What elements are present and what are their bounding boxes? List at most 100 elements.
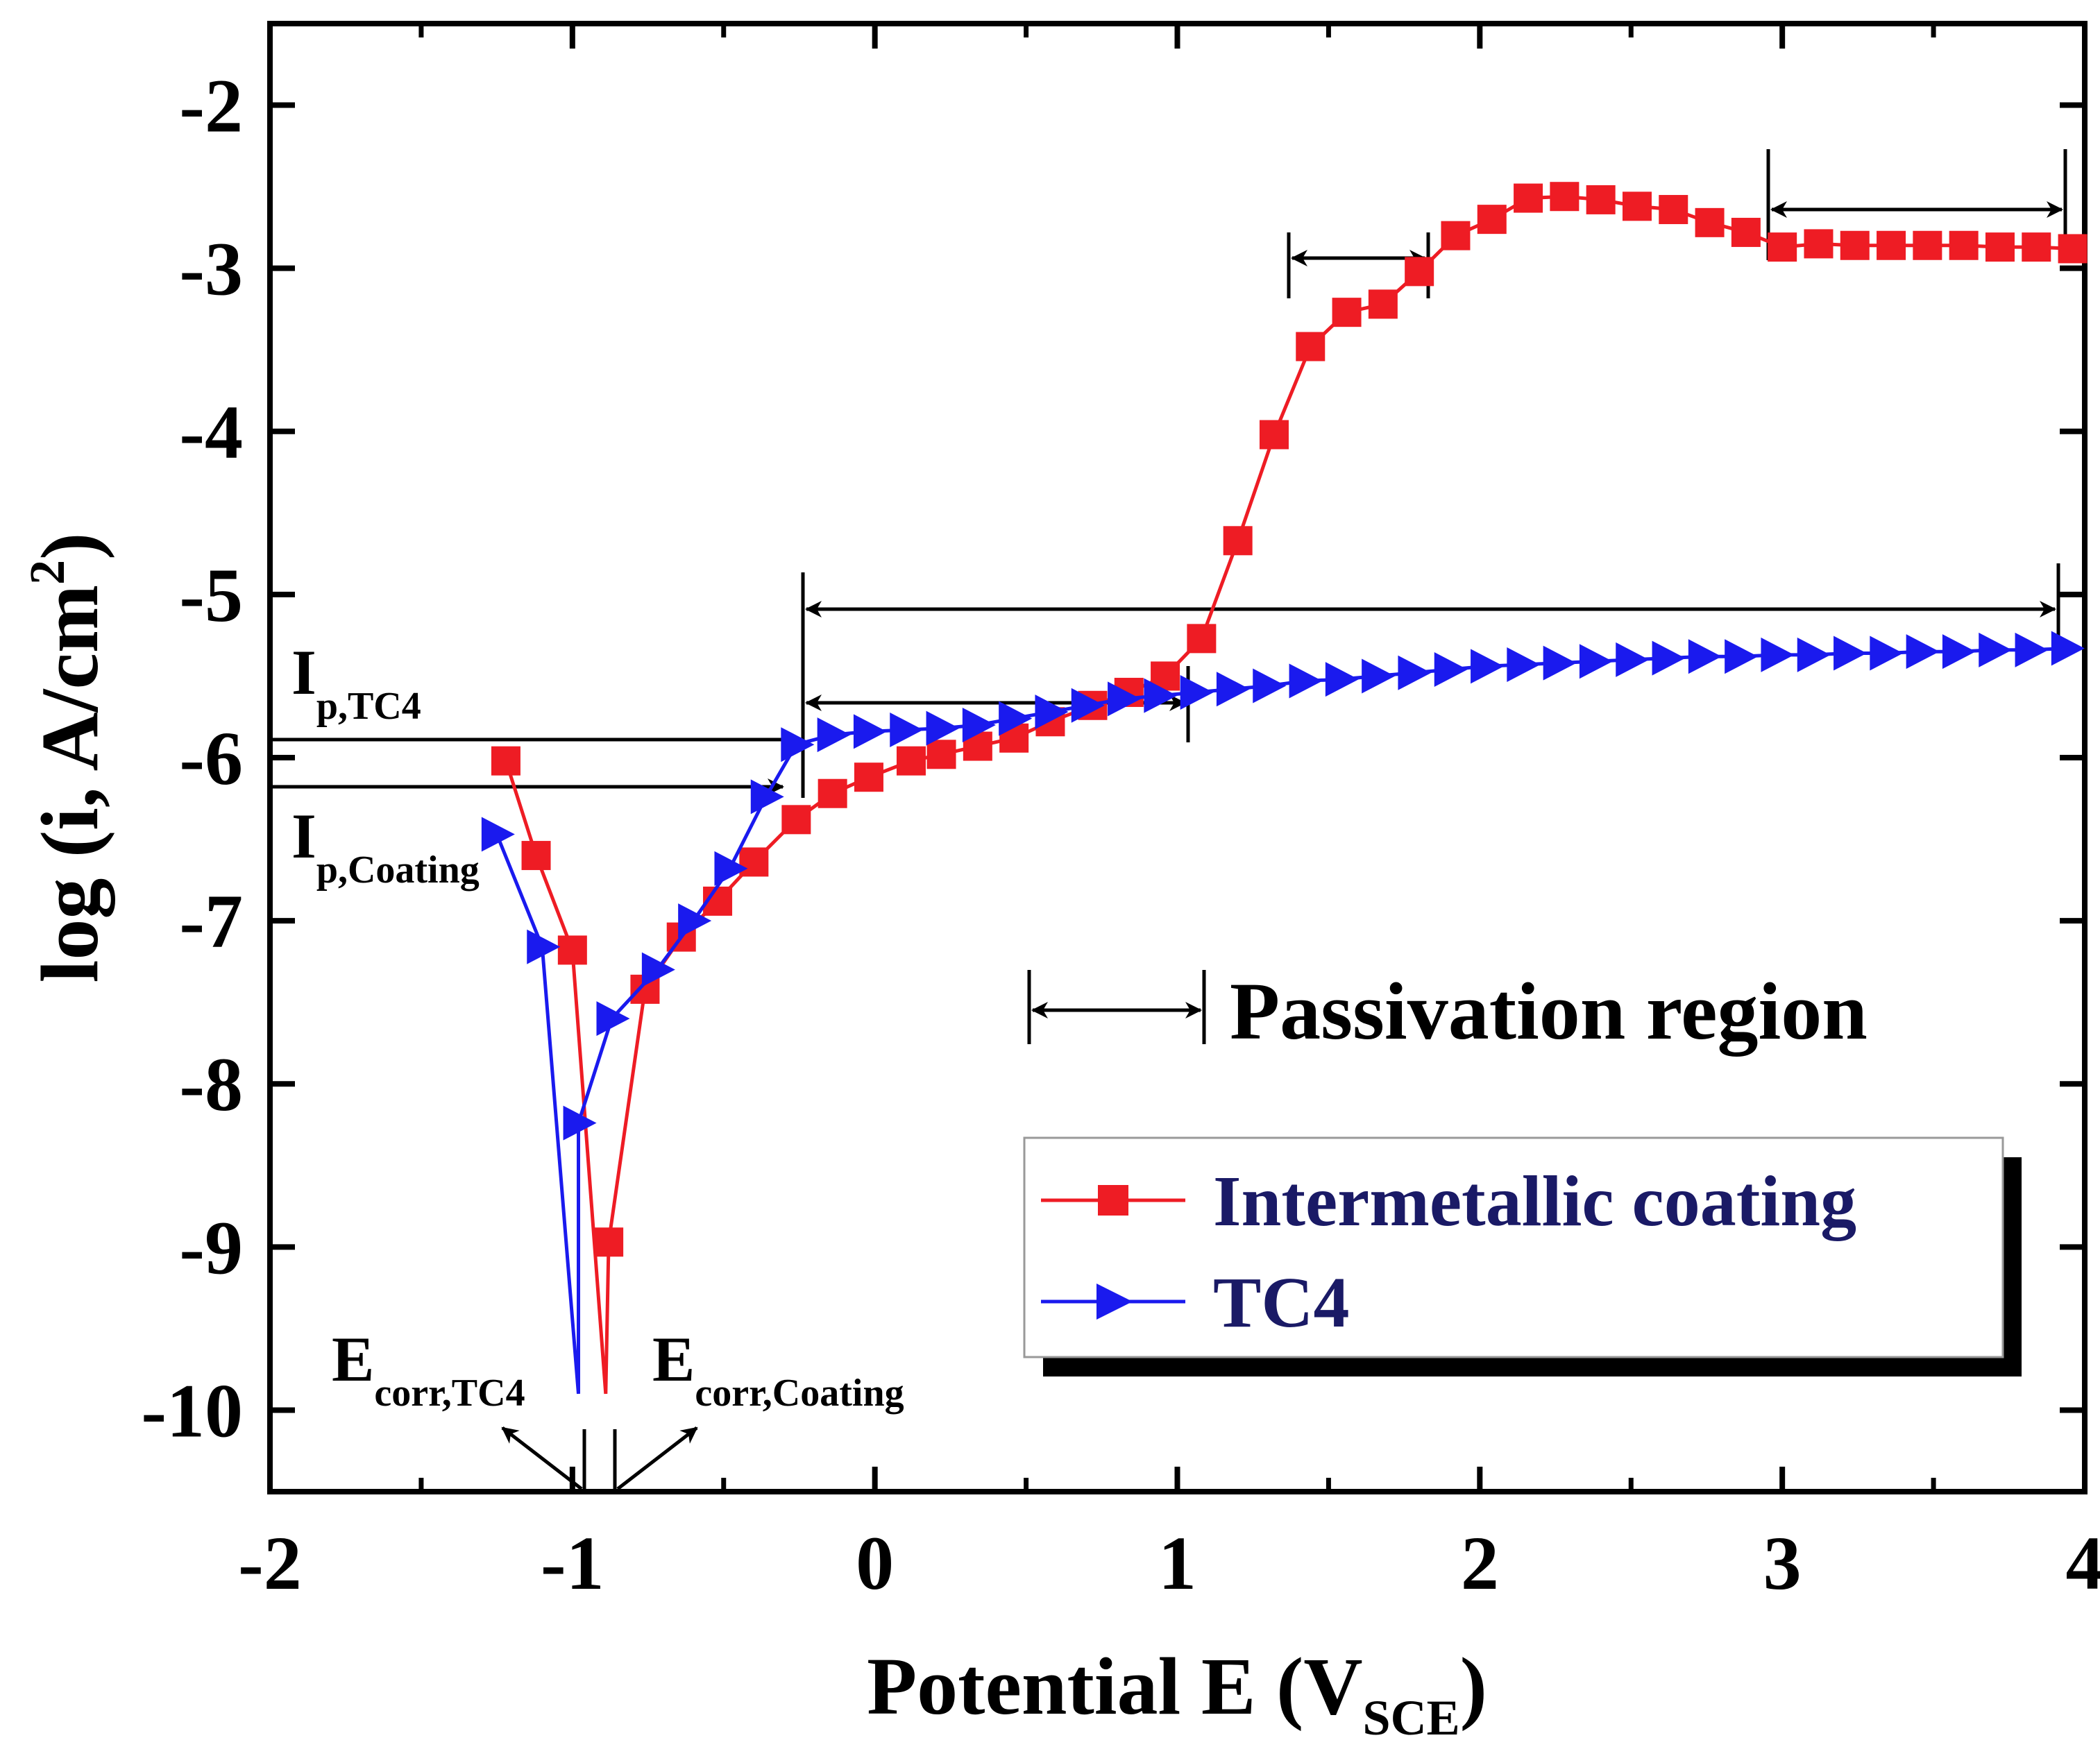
- legend-marker-tc4: [1096, 1284, 1133, 1320]
- data-point-coating: [1804, 229, 1834, 259]
- data-point-tc4: [1797, 637, 1831, 672]
- data-point-tc4: [1035, 694, 1069, 730]
- data-point-coating: [1877, 230, 1906, 260]
- y-tick-label: -3: [179, 227, 243, 312]
- data-point-tc4: [2015, 632, 2049, 667]
- data-point-tc4: [563, 1105, 597, 1141]
- data-point-coating: [1514, 183, 1543, 213]
- y-tick-label: -8: [179, 1042, 243, 1127]
- data-point-coating: [1731, 217, 1761, 247]
- data-point-tc4: [1362, 658, 1396, 694]
- data-point-coating: [1695, 207, 1725, 237]
- y-axis-title: log (i, A/cm2): [19, 533, 115, 983]
- data-point-tc4: [1507, 647, 1541, 682]
- data-point-tc4: [926, 710, 960, 746]
- data-point-tc4: [1108, 681, 1142, 717]
- data-point-tc4: [750, 779, 784, 815]
- data-point-coating: [1223, 526, 1253, 556]
- y-tick-label: -6: [179, 716, 243, 801]
- ip-tc4-label: Ip,TC4: [291, 637, 421, 728]
- data-point-tc4: [1216, 672, 1250, 707]
- axis-ticks: [267, 24, 2088, 1492]
- data-point-coating: [1659, 195, 1688, 225]
- data-point-coating: [1913, 230, 1942, 260]
- x-tick-label: -1: [541, 1521, 604, 1605]
- y-tick-label: -7: [179, 879, 243, 964]
- x-tick-label: 4: [2066, 1521, 2100, 1605]
- data-point-tc4: [1471, 649, 1505, 684]
- data-point-coating: [2058, 234, 2088, 264]
- data-point-tc4: [596, 1001, 630, 1037]
- data-point-coating: [594, 1227, 624, 1257]
- series-tc4: [481, 631, 2085, 1395]
- data-point-tc4: [1616, 642, 1650, 677]
- data-point-tc4: [1834, 636, 1868, 671]
- data-point-tc4: [1870, 636, 1904, 671]
- data-point-coating: [1296, 332, 1326, 361]
- data-point-tc4: [1725, 639, 1759, 674]
- data-point-tc4: [1180, 674, 1214, 710]
- ecorr-tc4-arrow: [501, 1426, 583, 1490]
- data-point-tc4: [1688, 639, 1722, 674]
- axis-tick-labels: -2 -1 0 1 2 3 4-2-3-4-5-6-7-8-9-10: [141, 64, 2100, 1605]
- data-point-tc4: [999, 701, 1033, 736]
- x-tick-label: -2: [238, 1521, 302, 1605]
- data-point-tc4: [1325, 662, 1359, 697]
- y-tick-label: -4: [179, 390, 243, 475]
- data-point-coating: [739, 847, 769, 877]
- data-point-coating: [2022, 232, 2051, 262]
- x-tick-label: 0: [856, 1521, 894, 1605]
- data-point-coating: [1985, 232, 2015, 262]
- data-point-coating: [521, 841, 551, 871]
- data-point-coating: [1586, 185, 1616, 214]
- data-point-coating: [1332, 298, 1362, 327]
- data-point-coating: [1405, 257, 1434, 287]
- data-point-coating: [896, 746, 926, 776]
- passivation-region-label: Passivation region: [1230, 966, 1868, 1057]
- data-point-coating: [1477, 205, 1507, 235]
- legend-box: [1023, 1136, 2004, 1358]
- data-point-tc4: [678, 903, 712, 939]
- x-axis-title: Potential E (VSCE): [867, 1641, 1487, 1746]
- data-point-tc4: [781, 727, 815, 762]
- data-point-tc4: [1543, 645, 1577, 681]
- data-point-coating: [557, 935, 587, 965]
- data-point-coating: [1949, 230, 1979, 260]
- data-point-coating: [1840, 230, 1870, 260]
- data-point-tc4: [641, 952, 675, 987]
- data-point-tc4: [1289, 663, 1323, 699]
- data-point-tc4: [890, 713, 924, 748]
- legend: Intermetallic coating TC4: [1023, 1136, 2022, 1376]
- data-point-coating: [1441, 221, 1471, 250]
- data-point-coating: [1368, 289, 1398, 319]
- data-point-tc4: [1761, 637, 1795, 672]
- legend-label-tc4: TC4: [1213, 1263, 1349, 1342]
- data-point-tc4: [1144, 678, 1178, 713]
- passivation-brackets: [270, 149, 2067, 1492]
- x-tick-label: 3: [1763, 1521, 1802, 1605]
- data-point-coating: [1768, 232, 1797, 262]
- data-point-tc4: [1942, 634, 1976, 670]
- data-point-tc4: [1253, 668, 1287, 704]
- data-point-tc4: [1398, 655, 1432, 690]
- ecorr-tc4-label: Ecorr,TC4: [332, 1324, 525, 1415]
- data-point-tc4: [1071, 688, 1105, 723]
- data-point-coating: [926, 740, 956, 769]
- y-tick-label: -5: [179, 553, 243, 638]
- ecorr-coating-label: Ecorr,Coating: [652, 1324, 904, 1415]
- legend-marker-coating: [1098, 1185, 1128, 1216]
- data-point-coating: [491, 746, 520, 776]
- data-point-tc4: [714, 851, 748, 886]
- y-tick-label: -2: [179, 64, 243, 148]
- x-tick-label: 1: [1158, 1521, 1196, 1605]
- x-tick-label: 2: [1461, 1521, 1499, 1605]
- data-point-tc4: [1906, 634, 1940, 670]
- data-point-tc4: [1652, 640, 1686, 676]
- data-point-tc4: [817, 717, 851, 753]
- series-layer: [481, 182, 2088, 1395]
- data-point-tc4: [2051, 631, 2085, 666]
- data-point-coating: [1187, 624, 1217, 654]
- data-point-coating: [854, 762, 883, 792]
- data-point-tc4: [962, 707, 996, 742]
